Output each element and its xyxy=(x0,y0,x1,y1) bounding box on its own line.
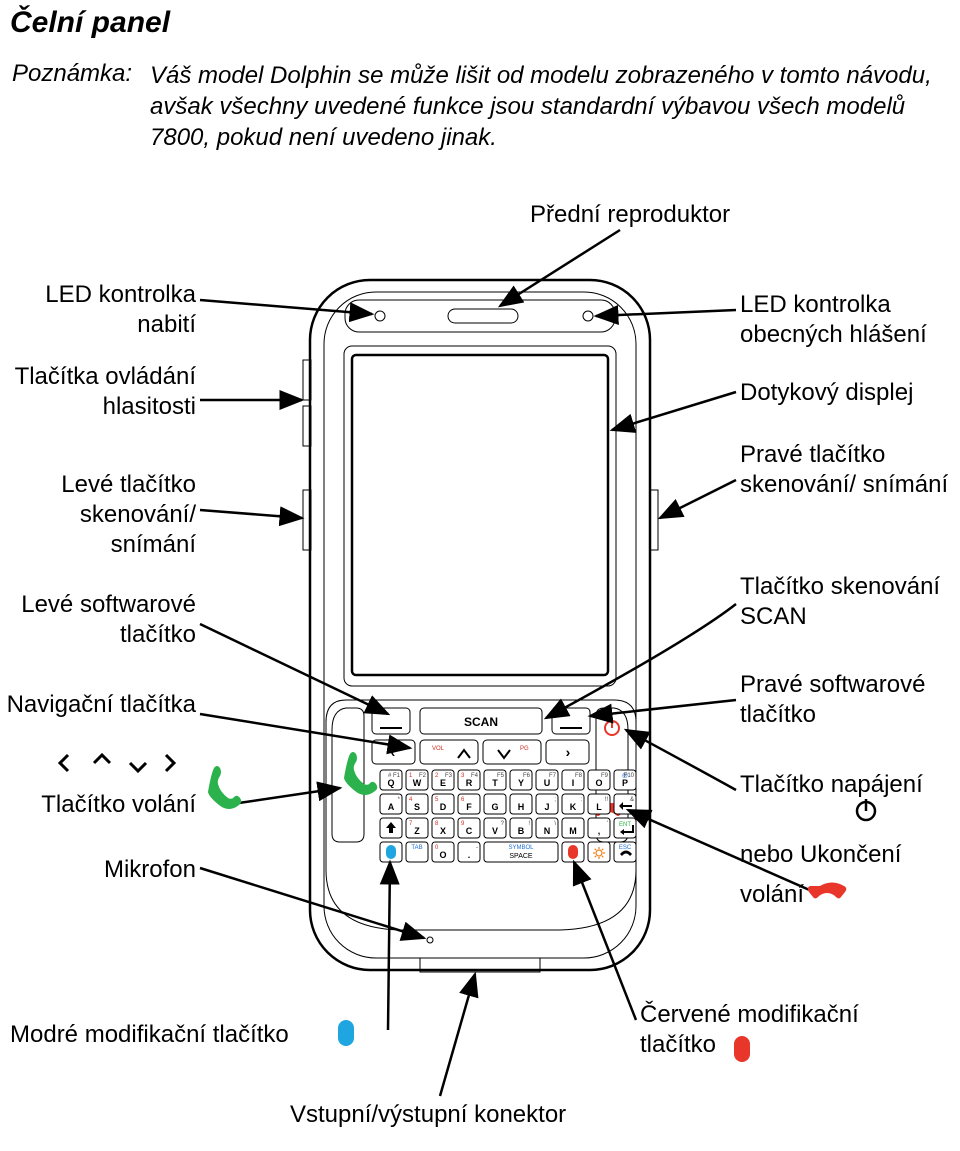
svg-text:R: R xyxy=(466,778,473,788)
svg-text:\: \ xyxy=(554,821,556,827)
svg-text:P: P xyxy=(622,778,628,788)
svg-text:': ' xyxy=(607,821,608,827)
svg-text:Q: Q xyxy=(387,778,394,788)
svg-text:T: T xyxy=(492,778,498,788)
svg-text:F8: F8 xyxy=(575,773,583,779)
lbl-power-suffix: nebo Ukončení xyxy=(740,840,955,870)
svg-text:O: O xyxy=(595,778,602,788)
svg-text:PG: PG xyxy=(520,746,529,752)
svg-text:5: 5 xyxy=(435,797,439,803)
svg-text:ENT: ENT xyxy=(619,822,631,828)
svg-text:N: N xyxy=(544,826,551,836)
svg-text:SPACE: SPACE xyxy=(509,853,533,860)
svg-text:-: - xyxy=(476,845,478,851)
svg-text:!!: !! xyxy=(605,797,609,803)
svg-text:L: L xyxy=(596,802,602,812)
svg-text:*: * xyxy=(398,797,401,803)
svg-text:0: 0 xyxy=(435,845,439,851)
svg-text:Z: Z xyxy=(414,826,420,836)
svg-text:X: X xyxy=(440,826,446,836)
svg-text:G: G xyxy=(491,802,498,812)
lbl-io-connector: Vstupní/výstupní konektor xyxy=(290,1100,566,1130)
svg-text:S: S xyxy=(414,802,420,812)
svg-text:K: K xyxy=(570,802,577,812)
svg-text:8: 8 xyxy=(435,821,439,827)
lbl-blue-mod: Modré modifikační tlačítko xyxy=(10,1020,289,1050)
svg-text:&: & xyxy=(630,797,634,803)
scan-key-label: SCAN xyxy=(464,715,498,729)
svg-text:7: 7 xyxy=(409,821,413,827)
svg-text:3: 3 xyxy=(461,773,465,779)
note-label: Poznámka: xyxy=(12,60,132,88)
lbl-scan-button: Tlačítko skenování SCAN xyxy=(740,572,955,632)
svg-text:H: H xyxy=(518,802,525,812)
svg-text:TAB: TAB xyxy=(411,845,422,851)
svg-text:F7: F7 xyxy=(549,773,557,779)
svg-text:F4: F4 xyxy=(471,773,479,779)
lbl-volume-buttons: Tlačítka ovládání hlasitosti xyxy=(6,362,196,422)
lbl-left-scan: Levé tlačítko skenování/ snímání xyxy=(6,470,196,560)
svg-text:‹: ‹ xyxy=(391,744,396,760)
svg-text:V: V xyxy=(492,826,498,836)
svg-text:I: I xyxy=(572,778,575,788)
page-title: Čelní panel xyxy=(10,6,170,40)
lbl-front-speaker: Přední reproduktor xyxy=(530,200,730,230)
svg-text:# F1: # F1 xyxy=(388,773,401,779)
svg-text:9: 9 xyxy=(461,821,465,827)
svg-text:F5: F5 xyxy=(497,773,505,779)
svg-text:,: , xyxy=(598,826,601,836)
svg-text:SYMBOL: SYMBOL xyxy=(508,845,534,851)
svg-text:J: J xyxy=(544,802,549,812)
lbl-call-button: Tlačítko volání xyxy=(6,790,196,820)
svg-text:C: C xyxy=(466,826,473,836)
svg-text:VOL: VOL xyxy=(432,746,445,752)
svg-text:›: › xyxy=(566,744,571,760)
svg-text:?: ? xyxy=(501,821,505,827)
lbl-nav-buttons: Navigační tlačítka xyxy=(6,690,196,720)
lbl-red-mod: Červené modifikační tlačítko xyxy=(640,1000,920,1060)
lbl-right-soft: Pravé softwarové tlačítko xyxy=(740,670,955,730)
svg-text:F6: F6 xyxy=(523,773,531,779)
svg-text:@: @ xyxy=(622,773,628,779)
svg-text:F10: F10 xyxy=(624,773,635,779)
note-text: Váš model Dolphin se může lišit od model… xyxy=(150,60,950,154)
svg-text:1: 1 xyxy=(409,773,413,779)
svg-text:;: ; xyxy=(554,797,556,803)
lbl-power-prefix: Tlačítko napájení xyxy=(740,770,955,800)
svg-text:W: W xyxy=(413,778,422,788)
svg-text:B: B xyxy=(518,826,525,836)
svg-text:Y: Y xyxy=(518,778,524,788)
svg-text:E: E xyxy=(440,778,446,788)
svg-text::: : xyxy=(580,797,582,803)
svg-text:F2: F2 xyxy=(419,773,427,779)
svg-text:F3: F3 xyxy=(445,773,453,779)
svg-text:6: 6 xyxy=(461,797,465,803)
lbl-touch-display: Dotykový displej xyxy=(740,378,955,408)
svg-text:D: D xyxy=(440,802,447,812)
lbl-call-end: volání xyxy=(740,880,955,910)
svg-text:O: O xyxy=(439,850,446,860)
lbl-left-soft: Levé softwarové tlačítko xyxy=(6,590,196,650)
svg-text:F: F xyxy=(466,802,472,812)
svg-text:U: U xyxy=(544,778,551,788)
svg-text:2: 2 xyxy=(435,773,439,779)
svg-text:M: M xyxy=(569,826,577,836)
svg-text:F9: F9 xyxy=(601,773,609,779)
lbl-microphone: Mikrofon xyxy=(6,855,196,885)
svg-text:A: A xyxy=(388,802,395,812)
svg-text:!: ! xyxy=(528,821,530,827)
lbl-general-led: LED kontrolka obecných hlášení xyxy=(740,290,955,350)
svg-text:.: . xyxy=(468,850,471,860)
lbl-right-scan: Pravé tlačítko skenování/ snímání xyxy=(740,440,955,500)
svg-text:4: 4 xyxy=(409,797,413,803)
lbl-charge-led: LED kontrolka nabití xyxy=(6,280,196,340)
svg-text:ESC: ESC xyxy=(619,845,632,851)
